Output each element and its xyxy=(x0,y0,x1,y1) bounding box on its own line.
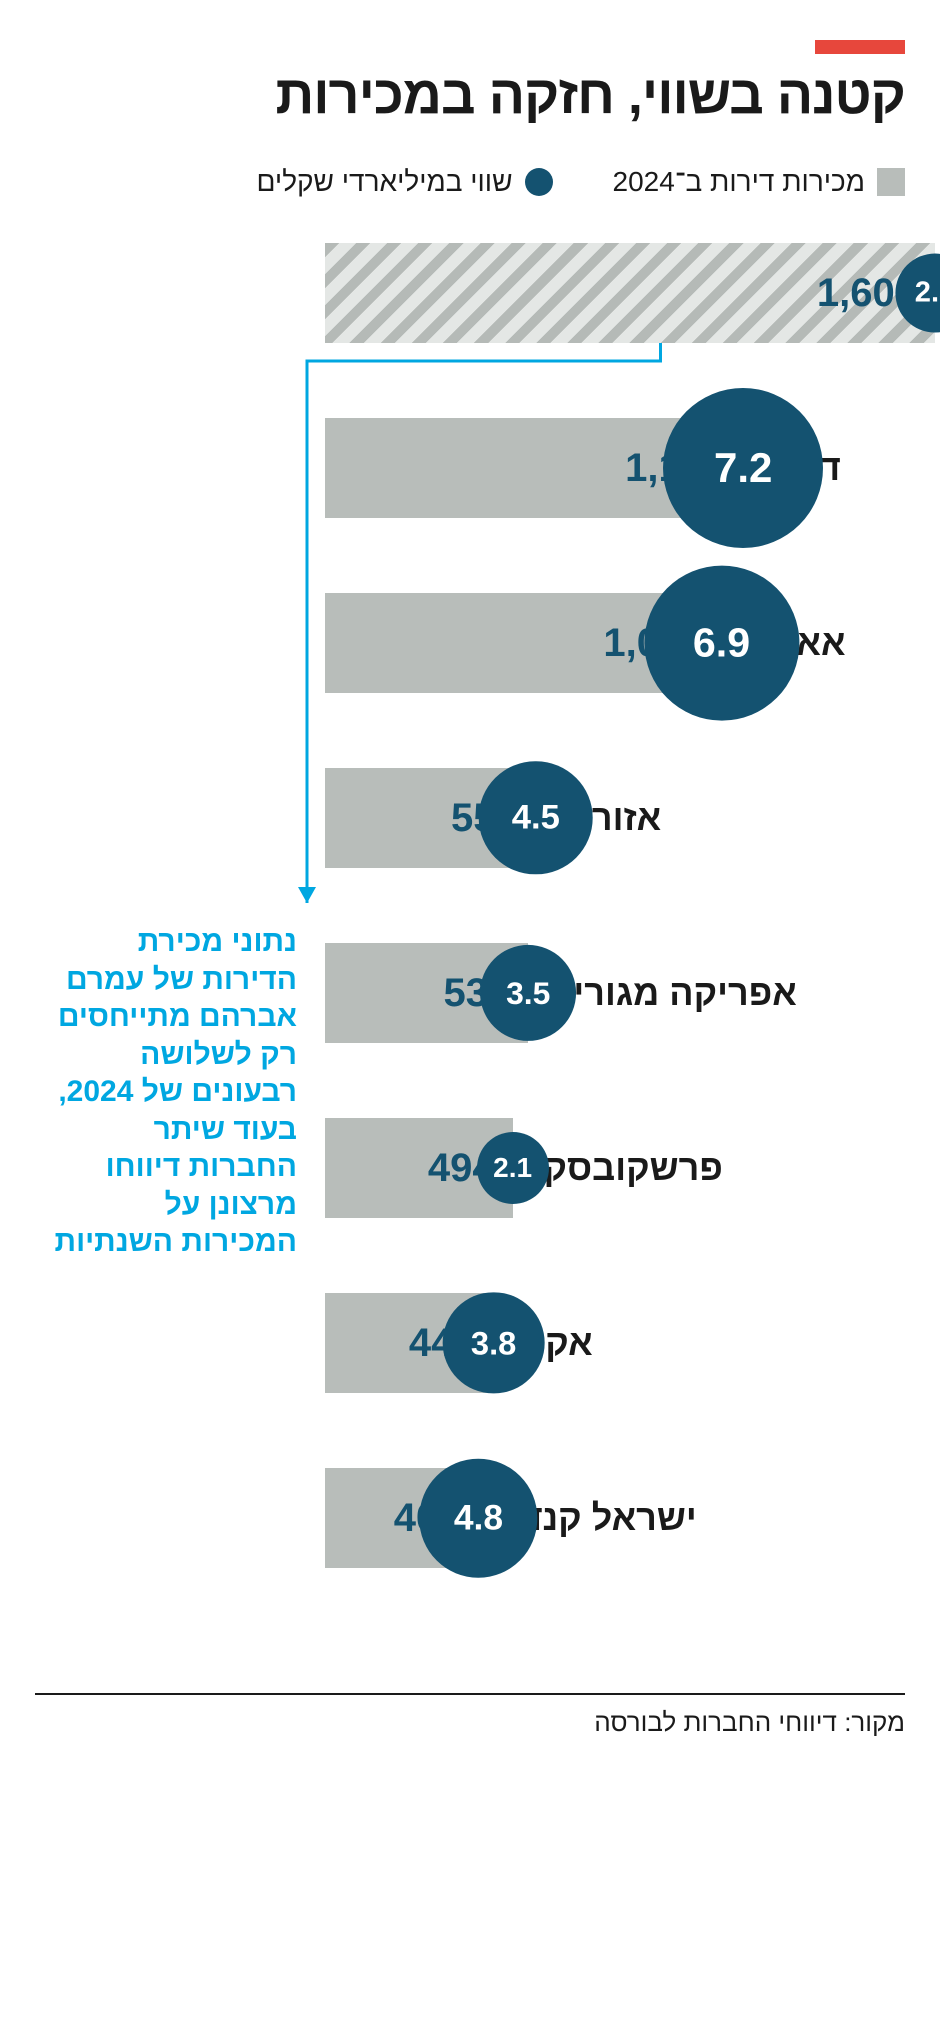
value-circle: 6.9 xyxy=(644,566,799,721)
value-circle: 4.5 xyxy=(479,761,592,874)
bar-label: אפריקה מגורים xyxy=(548,972,797,1014)
footer-rule xyxy=(35,1693,905,1695)
chart-row: 4044.8ישראל קנדה xyxy=(35,1468,905,1568)
value-circle: 2.1 xyxy=(477,1132,549,1204)
legend-label-bar: מכירות דירות ב־2024 xyxy=(613,166,865,198)
chart-row: 4443.8אקרו xyxy=(35,1293,905,1393)
value-circle: 4.8 xyxy=(419,1459,538,1578)
accent-bar xyxy=(815,40,905,54)
chart-area: 1,6062.5עמרם אברהם 1,1017.2דמרי 1,0446.9אא… xyxy=(35,243,905,1663)
value-circle: 7.2 xyxy=(663,388,823,548)
legend-item-circle: שווי במיליארדי שקלים xyxy=(257,166,553,198)
chart-row: 5554.5אזורים xyxy=(35,768,905,868)
bar: 1,606 xyxy=(325,243,935,343)
source-text: מקור: דיווחי החברות לבורסה xyxy=(35,1707,905,1738)
chart-row: 1,0446.9אאורה xyxy=(35,593,905,693)
legend-swatch-bar xyxy=(877,168,905,196)
legend-item-bar: מכירות דירות ב־2024 xyxy=(613,166,905,198)
legend: מכירות דירות ב־2024 שווי במיליארדי שקלים xyxy=(35,166,905,198)
chart-row: 1,6062.5עמרם אברהם xyxy=(35,243,905,343)
value-circle: 3.5 xyxy=(480,945,576,1041)
chart-row: 1,1017.2דמרי xyxy=(35,418,905,518)
value-circle: 3.8 xyxy=(443,1292,544,1393)
legend-swatch-circle xyxy=(525,168,553,196)
bar-label: פרשקובסקי xyxy=(533,1147,723,1189)
legend-label-circle: שווי במיליארדי שקלים xyxy=(257,166,513,198)
annotation-text: נתוני מכירת הדירות של עמרם אברהם מתייחסי… xyxy=(47,923,297,1261)
chart-title: קטנה בשווי, חזקה במכירות xyxy=(35,64,905,126)
